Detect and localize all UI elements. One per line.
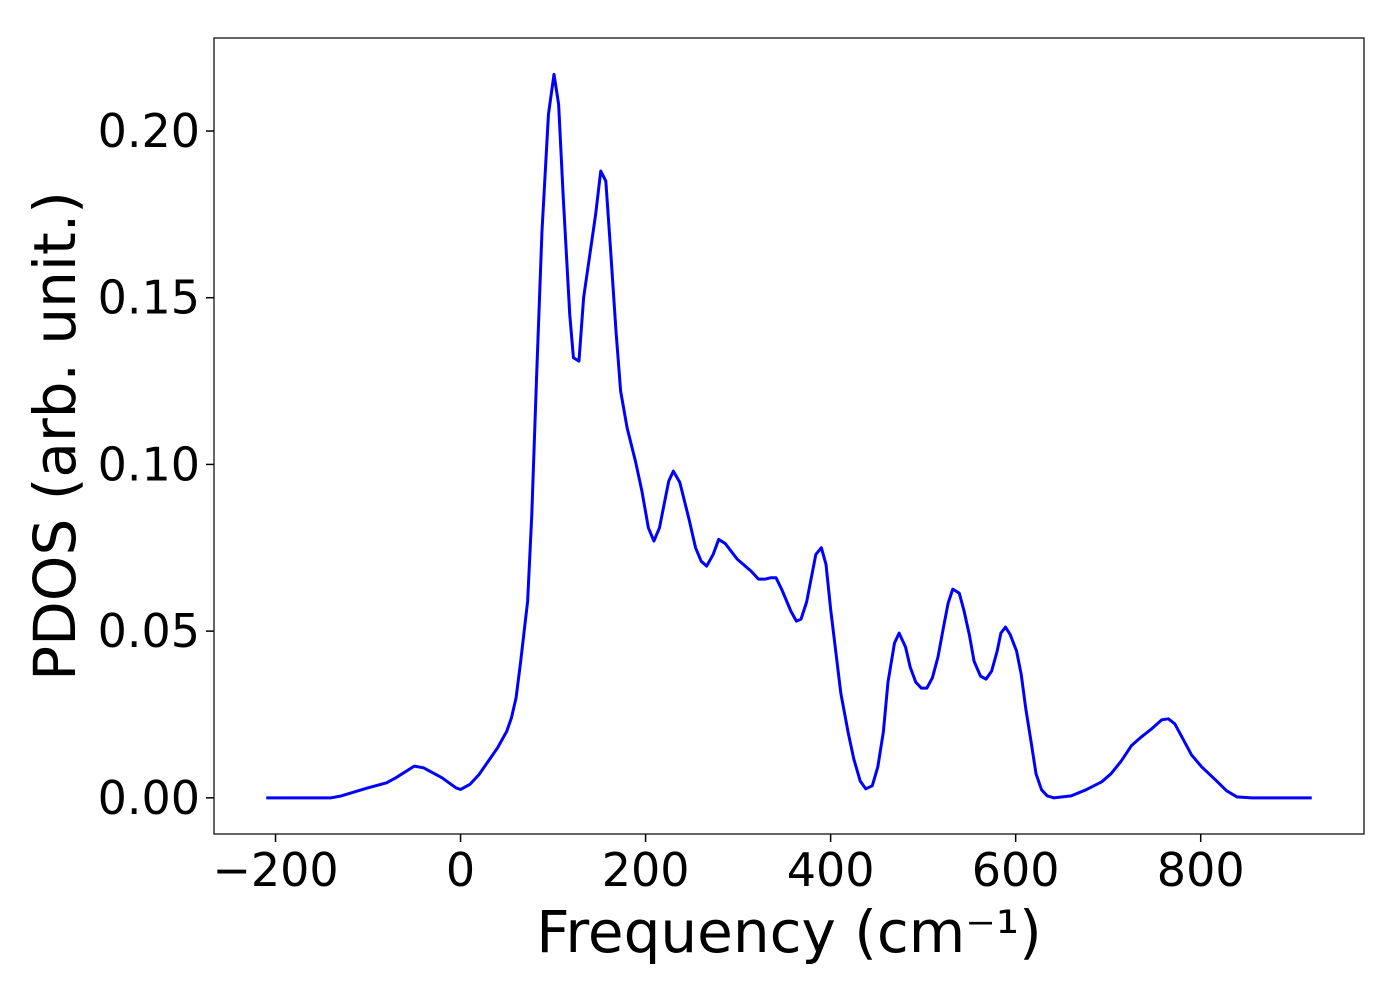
x-axis-label: Frequency (cm⁻¹) <box>536 898 1042 966</box>
y-tick-label: 0.20 <box>98 104 200 158</box>
y-tick-label: 0.15 <box>98 271 200 325</box>
y-axis-label: PDOS (arb. unit.) <box>21 191 89 681</box>
y-tick-label: 0.00 <box>98 771 200 825</box>
x-tick-label: −200 <box>212 843 338 897</box>
line-series <box>266 72 1312 800</box>
y-tick-label: 0.05 <box>98 604 200 658</box>
plot-frame <box>213 37 1365 835</box>
x-tick-label: 200 <box>602 843 690 897</box>
y-tick-label: 0.10 <box>98 437 200 491</box>
x-tick-label: 0 <box>446 843 475 897</box>
x-tick-label: 400 <box>787 843 875 897</box>
x-tick-label: 600 <box>972 843 1060 897</box>
x-tick-label: 800 <box>1157 843 1245 897</box>
